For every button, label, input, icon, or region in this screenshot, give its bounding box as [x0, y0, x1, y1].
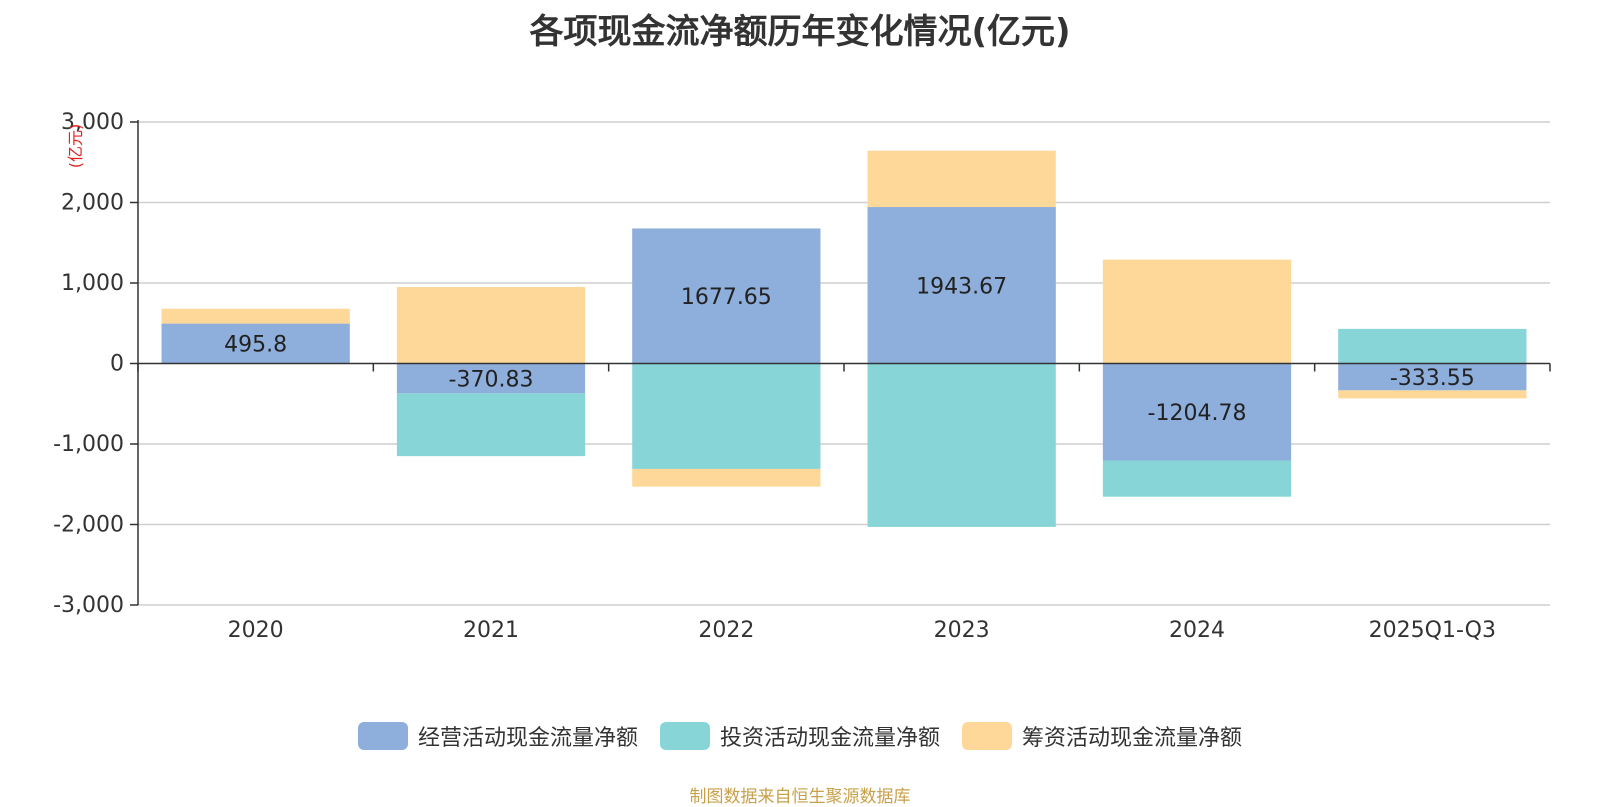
- data-label: -333.55: [1390, 366, 1475, 391]
- x-tick-label: 2024: [1169, 618, 1225, 643]
- y-axis-label: (亿元): [66, 124, 85, 169]
- bar-segment: [867, 207, 1056, 364]
- y-tick-label: -2,000: [53, 513, 124, 538]
- bar-segment: [867, 150, 1056, 208]
- x-tick-label: 2020: [228, 618, 284, 643]
- legend-label: 筹资活动现金流量净额: [1022, 726, 1243, 751]
- bar-segment: [1102, 363, 1292, 461]
- bar-segment: [867, 363, 1056, 527]
- data-label: 1943.67: [916, 274, 1007, 299]
- legend-swatch: [962, 722, 1012, 750]
- data-label: -1204.78: [1148, 401, 1247, 426]
- legend-item[interactable]: 经营活动现金流量净额: [357, 720, 638, 752]
- y-tick-label: 2,000: [61, 191, 124, 216]
- bar-segment: [1102, 460, 1292, 497]
- bar-segment: [1338, 328, 1527, 364]
- stacked-bar-chart: 3,000 2,000 1,000 0 -1,000 -2,000 -3,000 2020 20…: [53, 110, 1551, 643]
- chart-title: 各项现金流净额历年变化情况(亿元): [529, 12, 1071, 52]
- bar-segment: [161, 308, 350, 324]
- bar-segment: [632, 363, 821, 469]
- bar-segment: [1102, 259, 1292, 364]
- bar-segment: [396, 287, 586, 364]
- bar-segment: [632, 468, 821, 487]
- bar-segment: [396, 363, 586, 394]
- bar-segment: [161, 323, 350, 364]
- y-tick-label: 3,000: [61, 110, 124, 135]
- legend-swatch: [357, 722, 408, 750]
- data-labels: 495.8 -370.83 1677.65 1943.67 -1204.78 -333.5…: [224, 274, 1475, 426]
- legend-label: 经营活动现金流量净额: [417, 726, 638, 751]
- x-tick-label: 2023: [934, 618, 990, 643]
- data-label: -370.83: [449, 367, 534, 392]
- bar-segment: [1338, 390, 1527, 399]
- source-note: 制图数据来自恒生聚源数据库: [689, 787, 911, 807]
- legend-item[interactable]: 筹资活动现金流量净额: [962, 720, 1242, 752]
- bar-segment: [1338, 363, 1527, 391]
- y-tick-label: -3,000: [53, 593, 124, 618]
- bars: [161, 150, 1527, 527]
- bar-segment: [396, 393, 586, 457]
- x-tick-label: 2021: [463, 618, 519, 643]
- bar-segment: [632, 228, 821, 364]
- legend: 经营活动现金流量净额 投资活动现金流量净额 筹资活动现金流量净额: [0, 720, 1600, 752]
- data-label: 495.8: [224, 333, 287, 358]
- legend-swatch: [659, 722, 710, 750]
- grid-lines: [138, 121, 1550, 606]
- y-tick-label: -1,000: [53, 432, 124, 457]
- y-tick-label: 1,000: [61, 271, 124, 296]
- data-label: 1677.65: [681, 285, 772, 310]
- legend-item[interactable]: 投资活动现金流量净额: [659, 720, 940, 752]
- y-tick-label: 0: [110, 352, 124, 377]
- axes: 3,000 2,000 1,000 0 -1,000 -2,000 -3,000 2020 20…: [53, 110, 1551, 643]
- legend-label: 投资活动现金流量净额: [719, 726, 940, 751]
- x-tick-label: 2025Q1-Q3: [1369, 618, 1496, 643]
- x-tick-label: 2022: [698, 618, 754, 643]
